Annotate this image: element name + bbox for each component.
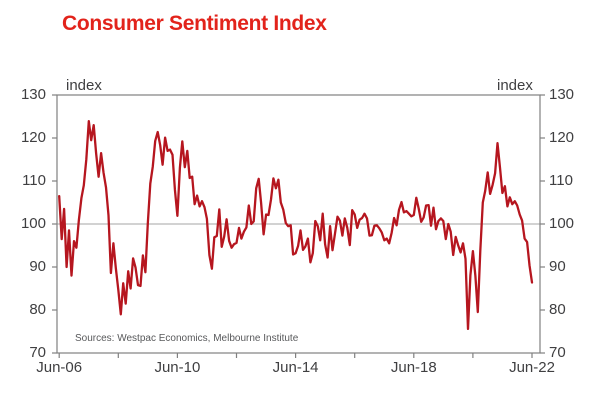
y-axis-unit-label-left: index — [66, 77, 102, 94]
y-tick-label-right: 110 — [549, 172, 573, 189]
y-tick-label-right: 80 — [549, 301, 566, 318]
y-tick-label-right: 120 — [549, 129, 575, 146]
consumer-sentiment-line — [58, 120, 534, 331]
y-tick-label-left: 70 — [29, 344, 46, 361]
x-tick-label: Jun-22 — [509, 359, 555, 376]
x-tick-label: Jun-14 — [272, 359, 319, 376]
y-tick-label-right: 130 — [549, 86, 575, 103]
y-axis-unit-label-right: index — [497, 77, 533, 94]
y-tick-label-right: 70 — [549, 344, 566, 361]
y-tick-label-left: 100 — [20, 215, 46, 232]
y-tick-label-left: 80 — [29, 301, 46, 318]
x-tick-label: Jun-18 — [390, 359, 437, 376]
chart-title: Consumer Sentiment Index — [62, 12, 327, 35]
y-tick-label-right: 90 — [549, 258, 566, 275]
y-tick-label-left: 120 — [20, 129, 46, 146]
y-tick-label-left: 130 — [20, 86, 46, 103]
y-tick-label-left: 90 — [29, 258, 46, 275]
x-tick-label: Jun-10 — [154, 359, 201, 376]
y-tick-label-right: 100 — [549, 215, 575, 232]
x-tick-label: Jun-06 — [36, 359, 83, 376]
y-tick-label-left: 110 — [22, 172, 46, 189]
source-note: Sources: Westpac Economics, Melbourne In… — [75, 333, 299, 344]
